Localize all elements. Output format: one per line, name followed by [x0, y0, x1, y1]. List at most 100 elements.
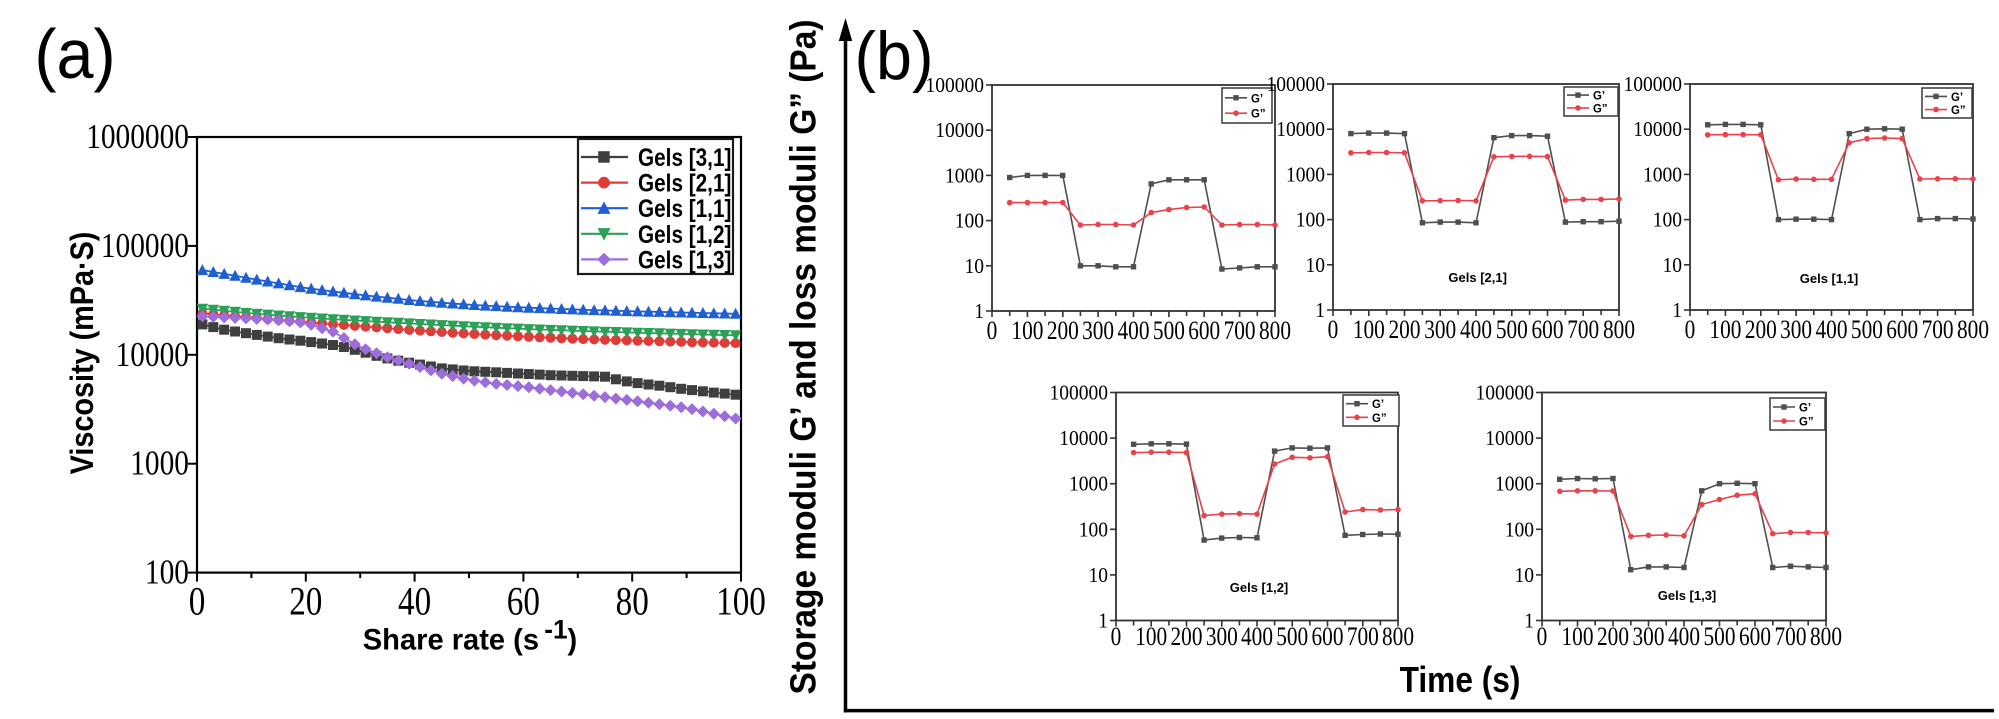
svg-text:10000: 10000 — [1633, 119, 1682, 142]
svg-text:0: 0 — [1111, 623, 1122, 651]
svg-text:800: 800 — [1957, 316, 1989, 344]
svg-text:400: 400 — [1668, 623, 1700, 651]
svg-text:Gels [1,2]: Gels [1,2] — [638, 220, 731, 248]
svg-text:100: 100 — [1296, 209, 1325, 232]
svg-text:400: 400 — [1241, 623, 1273, 651]
svg-text:10: 10 — [1662, 254, 1682, 277]
svg-text:200: 200 — [1745, 316, 1777, 344]
svg-text:Time (s): Time (s) — [1400, 660, 1521, 700]
svg-text:10: 10 — [964, 255, 984, 278]
svg-text:1000000: 1000000 — [86, 117, 189, 156]
svg-text:Gels [2,1]: Gels [2,1] — [1448, 270, 1507, 285]
svg-text:10000: 10000 — [1485, 427, 1534, 450]
svg-text:1000: 1000 — [1643, 164, 1682, 187]
svg-text:600: 600 — [1739, 623, 1771, 651]
svg-text:700: 700 — [1224, 317, 1256, 345]
svg-text:10000: 10000 — [935, 120, 984, 143]
svg-text:10000: 10000 — [1059, 427, 1108, 450]
svg-text:(b): (b) — [855, 19, 934, 95]
svg-text:100: 100 — [1709, 316, 1741, 344]
svg-text:400: 400 — [1118, 317, 1150, 345]
svg-text:700: 700 — [1922, 316, 1954, 344]
svg-text:500: 500 — [1704, 623, 1736, 651]
svg-text:20: 20 — [289, 579, 322, 624]
svg-text:1000: 1000 — [945, 165, 984, 188]
svg-text:300: 300 — [1206, 623, 1238, 651]
svg-text:0: 0 — [1328, 316, 1339, 344]
svg-text:100: 100 — [955, 210, 984, 233]
svg-text:100: 100 — [1562, 623, 1594, 651]
svg-text:Storage moduli G’ and loss mod: Storage moduli G’ and loss moduli G” (Pa… — [784, 19, 823, 694]
svg-text:100000: 100000 — [1623, 73, 1682, 96]
svg-text:Gels [3,1]: Gels [3,1] — [638, 143, 731, 171]
svg-text:1: 1 — [1098, 610, 1108, 633]
svg-text:0: 0 — [1537, 623, 1548, 651]
svg-text:10000: 10000 — [1276, 119, 1325, 142]
svg-text:100000: 100000 — [1266, 73, 1325, 96]
svg-text:1: 1 — [1524, 610, 1534, 633]
svg-text:(a): (a) — [34, 15, 115, 93]
svg-text:G’: G’ — [1951, 91, 1963, 104]
svg-text:300: 300 — [1780, 316, 1812, 344]
svg-text:500: 500 — [1153, 317, 1185, 345]
svg-text:100000: 100000 — [101, 225, 189, 264]
svg-text:100: 100 — [1135, 623, 1167, 651]
svg-text:1000: 1000 — [130, 443, 189, 482]
svg-text:G”: G” — [1951, 104, 1966, 117]
svg-text:1000: 1000 — [1495, 473, 1534, 496]
svg-text:Gels [1,3]: Gels [1,3] — [1658, 588, 1717, 603]
svg-text:Gels [1,1]: Gels [1,1] — [638, 194, 731, 222]
svg-text:300: 300 — [1424, 316, 1456, 344]
svg-text:G’: G’ — [1251, 92, 1263, 105]
svg-text:10: 10 — [1514, 564, 1534, 587]
svg-text:100: 100 — [1011, 317, 1043, 345]
svg-text:200: 200 — [1597, 623, 1629, 651]
svg-text:500: 500 — [1496, 316, 1528, 344]
svg-text:800: 800 — [1810, 623, 1842, 651]
svg-text:G”: G” — [1593, 102, 1608, 115]
svg-text:1: 1 — [974, 300, 984, 323]
svg-text:200: 200 — [1047, 317, 1079, 345]
svg-text:100000: 100000 — [1475, 382, 1534, 405]
svg-text:600: 600 — [1532, 316, 1564, 344]
svg-text:G’: G’ — [1799, 401, 1811, 414]
svg-text:200: 200 — [1389, 316, 1421, 344]
svg-text:0: 0 — [189, 579, 206, 624]
svg-text:700: 700 — [1567, 316, 1599, 344]
svg-text:G”: G” — [1372, 412, 1387, 425]
svg-text:Gels [1,1]: Gels [1,1] — [1800, 271, 1859, 286]
svg-text:0: 0 — [987, 317, 998, 345]
svg-text:100: 100 — [1079, 519, 1108, 542]
svg-text:G’: G’ — [1372, 398, 1384, 411]
svg-text:40: 40 — [398, 579, 431, 624]
svg-text:500: 500 — [1851, 316, 1883, 344]
svg-text:1000: 1000 — [1286, 164, 1325, 187]
svg-text:500: 500 — [1276, 623, 1308, 651]
svg-text:Gels [1,2]: Gels [1,2] — [1230, 580, 1289, 595]
svg-text:100: 100 — [1353, 316, 1385, 344]
svg-text:700: 700 — [1347, 623, 1379, 651]
svg-text:G”: G” — [1251, 107, 1266, 120]
svg-text:600: 600 — [1312, 623, 1344, 651]
svg-text:1000: 1000 — [1069, 473, 1108, 496]
svg-text:100000: 100000 — [925, 74, 984, 97]
svg-text:1: 1 — [1672, 299, 1682, 322]
svg-text:1: 1 — [1315, 299, 1325, 322]
svg-text:Gels [1,3]: Gels [1,3] — [638, 246, 731, 274]
svg-text:600: 600 — [1886, 316, 1918, 344]
svg-text:10000: 10000 — [116, 334, 189, 373]
svg-text:60: 60 — [507, 579, 540, 624]
svg-text:100: 100 — [716, 579, 766, 624]
svg-text:800: 800 — [1603, 316, 1635, 344]
svg-text:600: 600 — [1188, 317, 1220, 345]
svg-text:300: 300 — [1633, 623, 1665, 651]
svg-text:G’: G’ — [1593, 89, 1605, 102]
svg-text:100: 100 — [1505, 519, 1534, 542]
svg-text:100: 100 — [145, 552, 189, 591]
svg-text:0: 0 — [1685, 316, 1696, 344]
svg-text:400: 400 — [1816, 316, 1848, 344]
svg-text:Gels [2,1]: Gels [2,1] — [638, 169, 731, 197]
svg-text:Viscosity (mPa·S): Viscosity (mPa·S) — [65, 232, 101, 475]
svg-text:800: 800 — [1259, 317, 1291, 345]
svg-text:800: 800 — [1382, 623, 1414, 651]
